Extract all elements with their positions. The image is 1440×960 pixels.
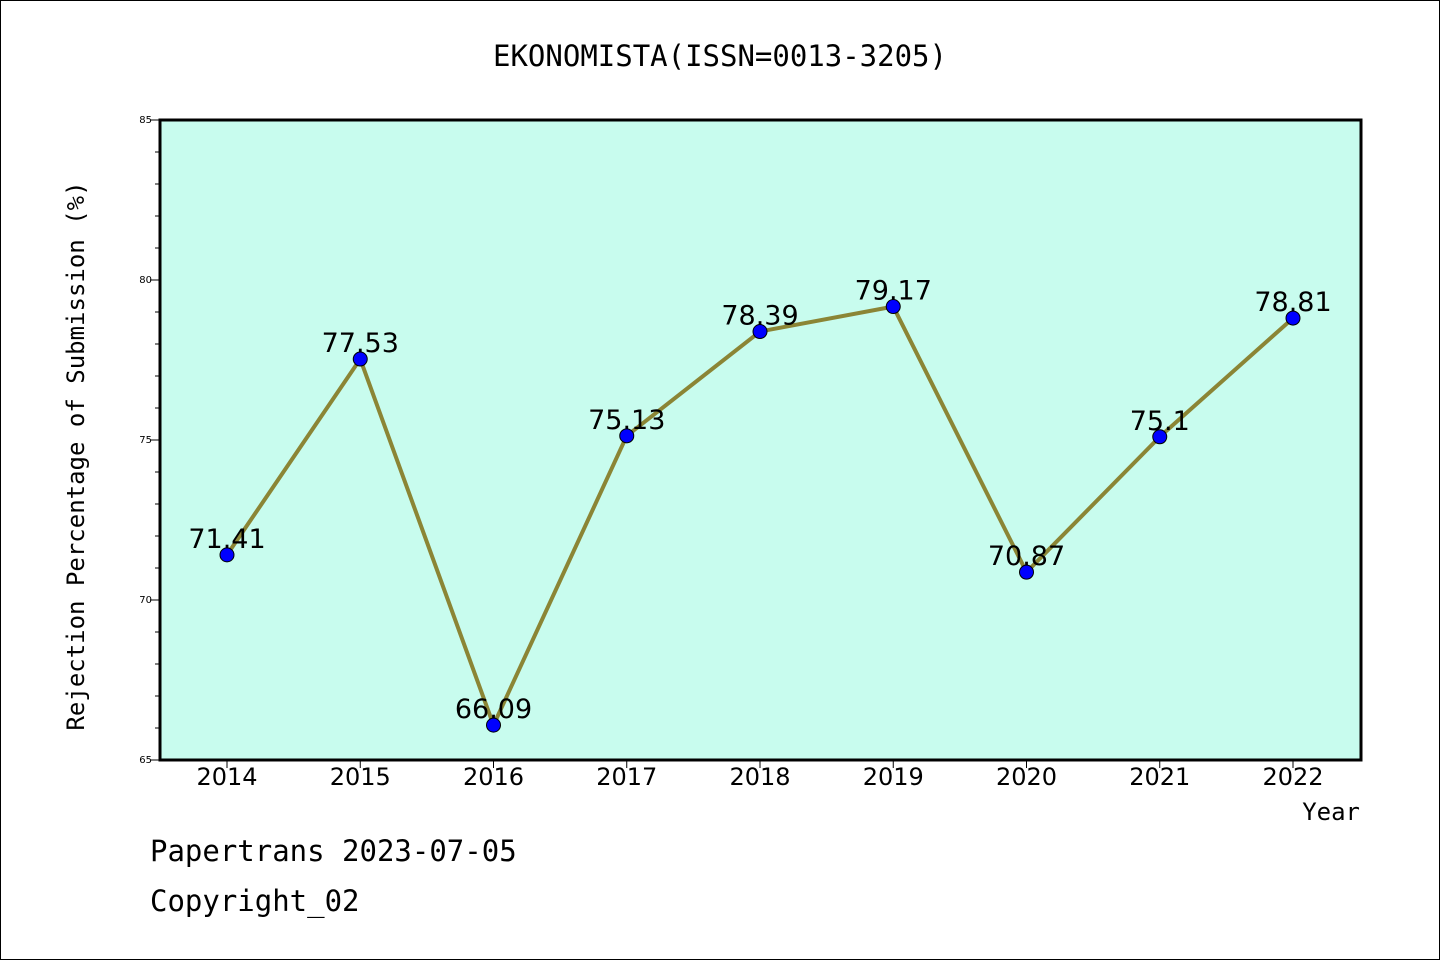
data-point-marker [219, 547, 235, 563]
y-tick-label: 80 [139, 275, 152, 286]
y-axis-label: Rejection Percentage of Submission (%) [62, 181, 90, 730]
data-label: 75.1 [1130, 406, 1190, 437]
data-point-marker [1019, 564, 1034, 580]
data-label: 78.39 [721, 301, 798, 332]
data-label: 75.13 [588, 405, 665, 436]
data-label: 77.53 [322, 328, 399, 359]
x-tick-label: 2014 [196, 763, 257, 791]
y-tick-label: 65 [139, 755, 152, 766]
x-tick-label: 2021 [1129, 763, 1190, 791]
data-point-marker [1285, 310, 1301, 326]
y-tick-label: 85 [139, 115, 152, 126]
data-label: 79.17 [855, 276, 932, 307]
footer-copyright: Copyright_02 [150, 884, 360, 918]
data-label: 71.41 [188, 524, 265, 555]
data-label: 78.81 [1254, 287, 1331, 318]
x-tick-label: 2022 [1262, 763, 1323, 791]
x-tick-label: 2018 [729, 763, 790, 791]
footer-publisher-date: Papertrans 2023-07-05 [150, 834, 517, 868]
data-label: 70.87 [988, 541, 1065, 572]
x-axis-label: Year [1302, 798, 1360, 826]
data-point-marker [352, 351, 368, 367]
y-axis: 65 70 75 80 85 [139, 115, 160, 766]
x-axis: 2014 2015 2016 2017 2018 2019 2020 2021 2022 [196, 760, 1324, 791]
x-tick-label: 2015 [330, 763, 391, 791]
data-label: 66.09 [455, 694, 532, 725]
data-markers [219, 299, 1301, 733]
y-tick-label: 70 [139, 595, 152, 606]
x-tick-label: 2016 [463, 763, 524, 791]
data-point-marker [619, 428, 635, 444]
data-point-marker [1152, 429, 1168, 445]
x-tick-label: 2019 [863, 763, 924, 791]
data-point-marker [486, 717, 501, 733]
x-tick-label: 2020 [996, 763, 1057, 791]
x-tick-label: 2017 [596, 763, 657, 791]
data-labels: 71.41 77.53 66.09 75.13 78.39 79.17 70.87 75.1 7… [188, 276, 1331, 726]
data-point-marker [885, 299, 901, 315]
plot-area [158, 118, 1363, 762]
y-tick-label: 75 [139, 435, 152, 446]
data-point-marker [752, 324, 768, 340]
chart-title: EKONOMISTA(ISSN=0013-3205) [493, 39, 947, 73]
